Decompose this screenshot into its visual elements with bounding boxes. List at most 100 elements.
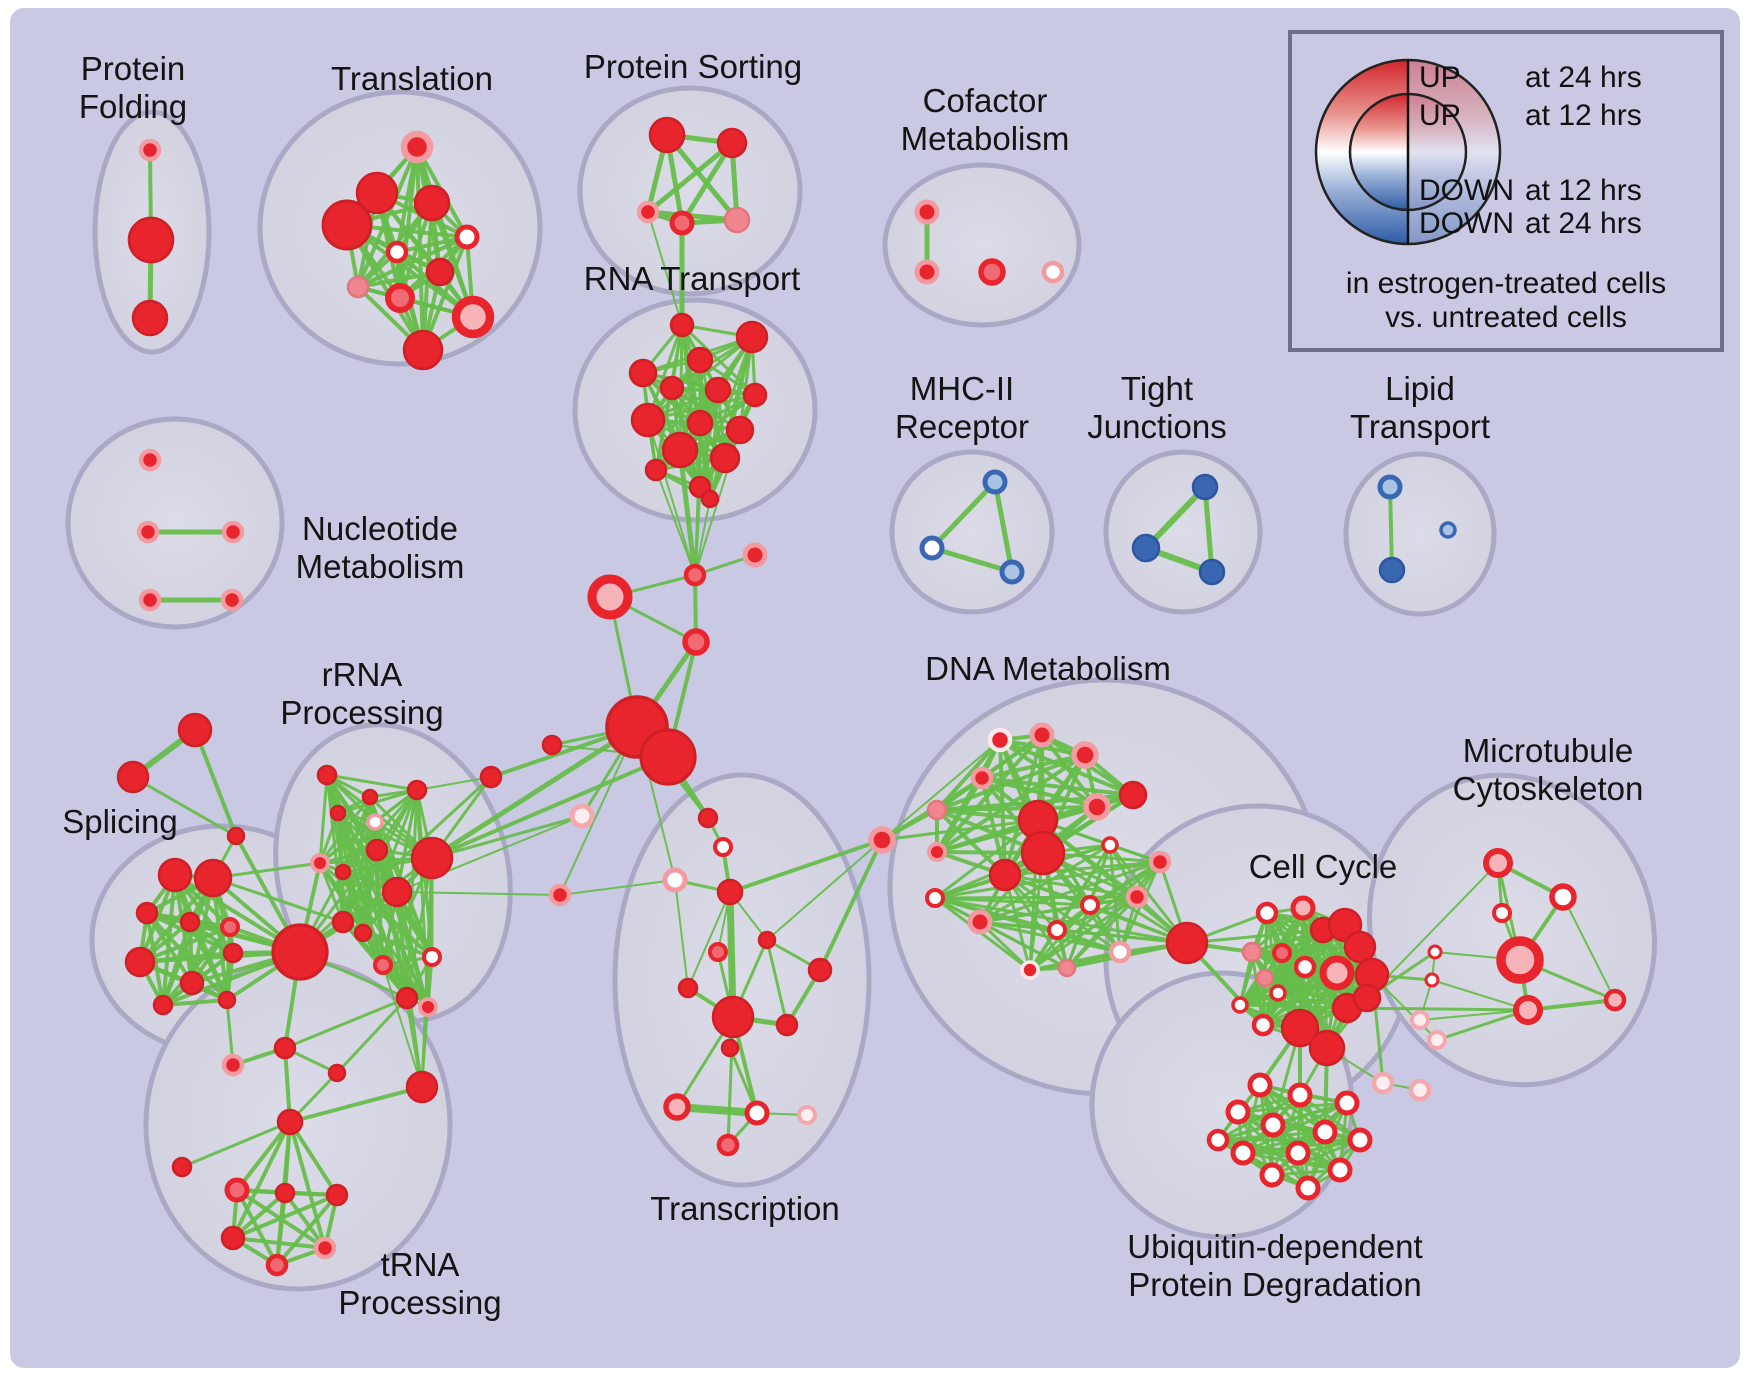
network-node — [1101, 836, 1119, 854]
network-node — [723, 206, 751, 234]
network-node — [402, 329, 444, 371]
network-node — [1343, 930, 1377, 964]
network-node — [661, 431, 699, 469]
network-node — [366, 813, 384, 831]
cluster-label-trna-processing: Processing — [338, 1284, 501, 1321]
network-node — [697, 807, 719, 829]
legend-direction-down-12: DOWN — [1419, 174, 1514, 207]
network-node — [138, 448, 162, 472]
cluster-label-splicing: Splicing — [62, 803, 178, 840]
network-node — [716, 1133, 740, 1157]
network-node — [136, 520, 160, 544]
network-node — [1272, 943, 1292, 963]
network-node — [355, 171, 399, 215]
network-node — [220, 588, 244, 612]
network-node — [1496, 936, 1544, 984]
network-node — [327, 1063, 347, 1083]
network-node — [807, 957, 833, 983]
network-node — [700, 489, 720, 509]
network-node — [742, 382, 768, 408]
network-node — [1280, 1008, 1320, 1048]
network-node — [381, 876, 413, 908]
network-node — [569, 803, 595, 829]
network-node — [410, 836, 454, 880]
network-node — [987, 727, 1013, 753]
network-node — [406, 779, 428, 801]
network-node — [1408, 1078, 1432, 1102]
cluster-label-microtubule-cytoskeleton: Microtubule — [1463, 732, 1634, 769]
network-node — [1352, 983, 1382, 1013]
network-node — [1230, 1140, 1256, 1166]
network-node — [1225, 1099, 1251, 1125]
cluster-ellipse-tight-junctions — [1103, 449, 1263, 615]
cluster-label-tight-junctions: Junctions — [1087, 408, 1226, 445]
network-node — [1308, 1029, 1346, 1067]
network-node — [422, 947, 442, 967]
network-node — [1513, 995, 1543, 1025]
cluster-label-tight-junctions: Tight — [1121, 370, 1193, 407]
network-node — [1378, 556, 1406, 584]
cluster-label-rna-transport: RNA Transport — [584, 260, 800, 297]
cluster-label-translation: Translation — [331, 60, 493, 97]
network-node — [757, 930, 777, 950]
network-node — [1427, 1030, 1447, 1050]
network-node — [1255, 901, 1279, 925]
network-node — [157, 857, 193, 893]
legend-box: UP at 24 hrs UP at 12 hrs DOWN at 12 hrs… — [1288, 30, 1724, 352]
cluster-label-nucleotide-metabolism: Metabolism — [296, 548, 465, 585]
network-node — [999, 559, 1025, 585]
network-node — [127, 216, 175, 264]
network-node — [353, 923, 373, 943]
network-node — [131, 299, 169, 337]
cluster-ellipse-cofactor-metabolism — [882, 162, 1082, 328]
network-node — [1206, 1128, 1230, 1152]
network-node — [135, 901, 159, 925]
network-node — [1427, 944, 1443, 960]
network-node — [744, 1100, 770, 1126]
network-node — [124, 946, 156, 978]
network-node — [1287, 1082, 1313, 1108]
network-node — [451, 295, 495, 339]
network-node — [418, 997, 438, 1017]
network-node — [220, 1225, 246, 1251]
network-node — [683, 563, 707, 587]
network-node — [138, 138, 162, 162]
network-node — [454, 224, 480, 250]
network-node — [1603, 988, 1627, 1012]
network-node — [709, 442, 741, 474]
network-node — [713, 837, 733, 857]
network-node — [628, 358, 658, 388]
network-node — [316, 764, 338, 786]
network-node — [708, 942, 728, 962]
network-node — [978, 258, 1006, 286]
network-node — [1080, 895, 1100, 915]
network-node — [331, 910, 355, 934]
network-node — [1041, 260, 1065, 284]
network-node — [116, 760, 150, 794]
network-node — [1319, 955, 1355, 991]
network-node — [797, 1105, 817, 1125]
cluster-label-dna-metabolism: DNA Metabolism — [925, 650, 1171, 687]
network-node — [171, 1156, 193, 1178]
network-node — [648, 116, 686, 154]
network-node — [271, 923, 329, 981]
network-node — [716, 127, 748, 159]
network-node — [1483, 848, 1513, 878]
network-node — [1439, 521, 1457, 539]
network-node — [644, 458, 668, 482]
cluster-label-transcription: Transcription — [650, 1190, 840, 1227]
network-node — [224, 1177, 250, 1203]
network-node — [742, 542, 768, 568]
network-node — [1251, 1013, 1275, 1037]
network-node — [1285, 1140, 1311, 1166]
network-node — [1083, 793, 1111, 821]
cluster-label-trna-processing: tRNA — [381, 1246, 460, 1283]
network-node — [222, 942, 244, 964]
network-node — [1020, 830, 1066, 876]
network-node — [1131, 533, 1161, 563]
network-node — [310, 853, 330, 873]
cluster-label-cofactor-metabolism: Cofactor — [923, 82, 1048, 119]
cluster-label-mhc-ii-receptor: MHC-II — [910, 370, 1014, 407]
network-node — [1255, 968, 1275, 988]
network-node — [926, 799, 948, 821]
